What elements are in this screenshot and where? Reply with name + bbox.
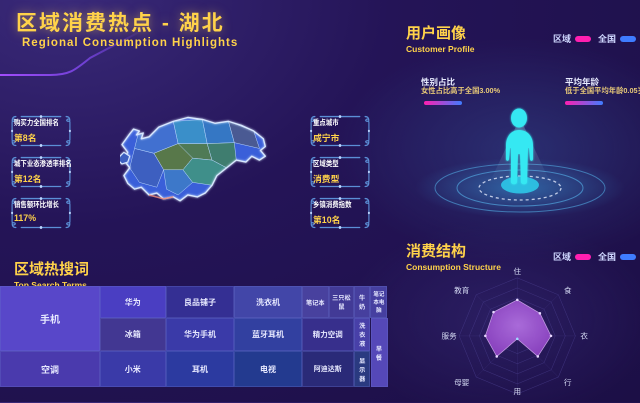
svg-text:衣: 衣 — [580, 330, 588, 340]
svg-text:行: 行 — [564, 377, 572, 387]
svg-text:母婴: 母婴 — [454, 378, 470, 387]
svg-text:食: 食 — [564, 285, 572, 295]
svg-text:住: 住 — [514, 266, 522, 276]
svg-text:教育: 教育 — [454, 285, 470, 295]
svg-text:用: 用 — [514, 387, 522, 396]
svg-text:服务: 服务 — [442, 330, 458, 340]
